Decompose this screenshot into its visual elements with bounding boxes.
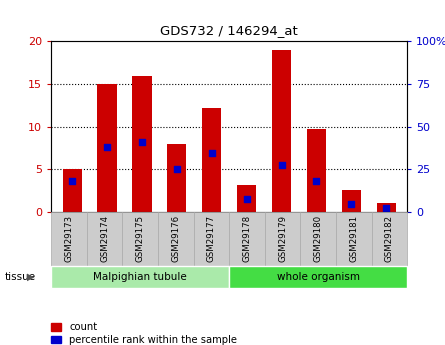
Text: GSM29174: GSM29174 (100, 215, 109, 263)
Bar (307, 129, 326, 212)
Point (243, 197, 250, 202)
Text: GSM29179: GSM29179 (278, 215, 287, 263)
Point (348, 201, 355, 206)
Point (383, 205, 390, 211)
Text: GSM29173: GSM29173 (65, 215, 73, 263)
Point (208, 150, 215, 156)
Text: GSM29181: GSM29181 (349, 215, 358, 263)
Bar (342, 190, 361, 212)
Bar (272, 50, 291, 212)
Bar (376, 203, 396, 212)
Point (173, 167, 180, 172)
Bar (202, 108, 221, 212)
Text: ▶: ▶ (28, 272, 35, 282)
Point (278, 162, 285, 168)
Text: GSM29182: GSM29182 (385, 215, 394, 263)
Bar (167, 144, 186, 212)
Text: GSM29176: GSM29176 (171, 215, 180, 263)
Bar (237, 185, 256, 212)
Text: GSM29175: GSM29175 (136, 215, 145, 263)
Point (69, 178, 76, 183)
Title: GDS732 / 146294_at: GDS732 / 146294_at (160, 24, 298, 38)
Point (103, 145, 110, 150)
Text: GSM29180: GSM29180 (314, 215, 323, 263)
Legend: count, percentile rank within the sample: count, percentile rank within the sample (51, 323, 237, 345)
Bar (62, 169, 82, 212)
Bar (132, 76, 151, 212)
Text: GSM29178: GSM29178 (243, 215, 251, 263)
Text: tissue: tissue (4, 272, 36, 282)
Text: Malpighian tubule: Malpighian tubule (93, 272, 187, 282)
Point (138, 139, 146, 145)
Bar (97, 84, 117, 212)
Text: whole organism: whole organism (277, 272, 360, 282)
Text: GSM29177: GSM29177 (207, 215, 216, 263)
Point (313, 179, 320, 184)
